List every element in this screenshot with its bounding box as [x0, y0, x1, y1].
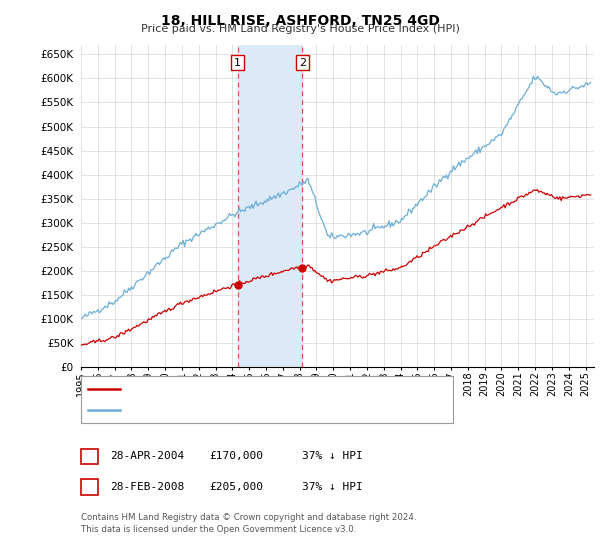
Text: 2: 2 — [299, 58, 306, 68]
Text: 18, HILL RISE, ASHFORD, TN25 4GD: 18, HILL RISE, ASHFORD, TN25 4GD — [161, 14, 439, 28]
Text: 1: 1 — [86, 450, 93, 463]
Text: HPI: Average price, detached house, Ashford: HPI: Average price, detached house, Ashf… — [127, 405, 361, 415]
Text: 28-FEB-2008: 28-FEB-2008 — [110, 482, 184, 492]
Text: 37% ↓ HPI: 37% ↓ HPI — [302, 482, 362, 492]
Text: Contains HM Land Registry data © Crown copyright and database right 2024.: Contains HM Land Registry data © Crown c… — [81, 514, 416, 522]
Text: 1: 1 — [234, 58, 241, 68]
Text: This data is licensed under the Open Government Licence v3.0.: This data is licensed under the Open Gov… — [81, 525, 356, 534]
Text: £170,000: £170,000 — [209, 451, 263, 461]
Bar — [238, 45, 302, 367]
Text: 37% ↓ HPI: 37% ↓ HPI — [302, 451, 362, 461]
Text: £205,000: £205,000 — [209, 482, 263, 492]
Text: 2: 2 — [86, 480, 93, 494]
Text: 28-APR-2004: 28-APR-2004 — [110, 451, 184, 461]
Text: 18, HILL RISE, ASHFORD, TN25 4GD (detached house): 18, HILL RISE, ASHFORD, TN25 4GD (detach… — [127, 384, 408, 394]
Text: Price paid vs. HM Land Registry's House Price Index (HPI): Price paid vs. HM Land Registry's House … — [140, 24, 460, 34]
